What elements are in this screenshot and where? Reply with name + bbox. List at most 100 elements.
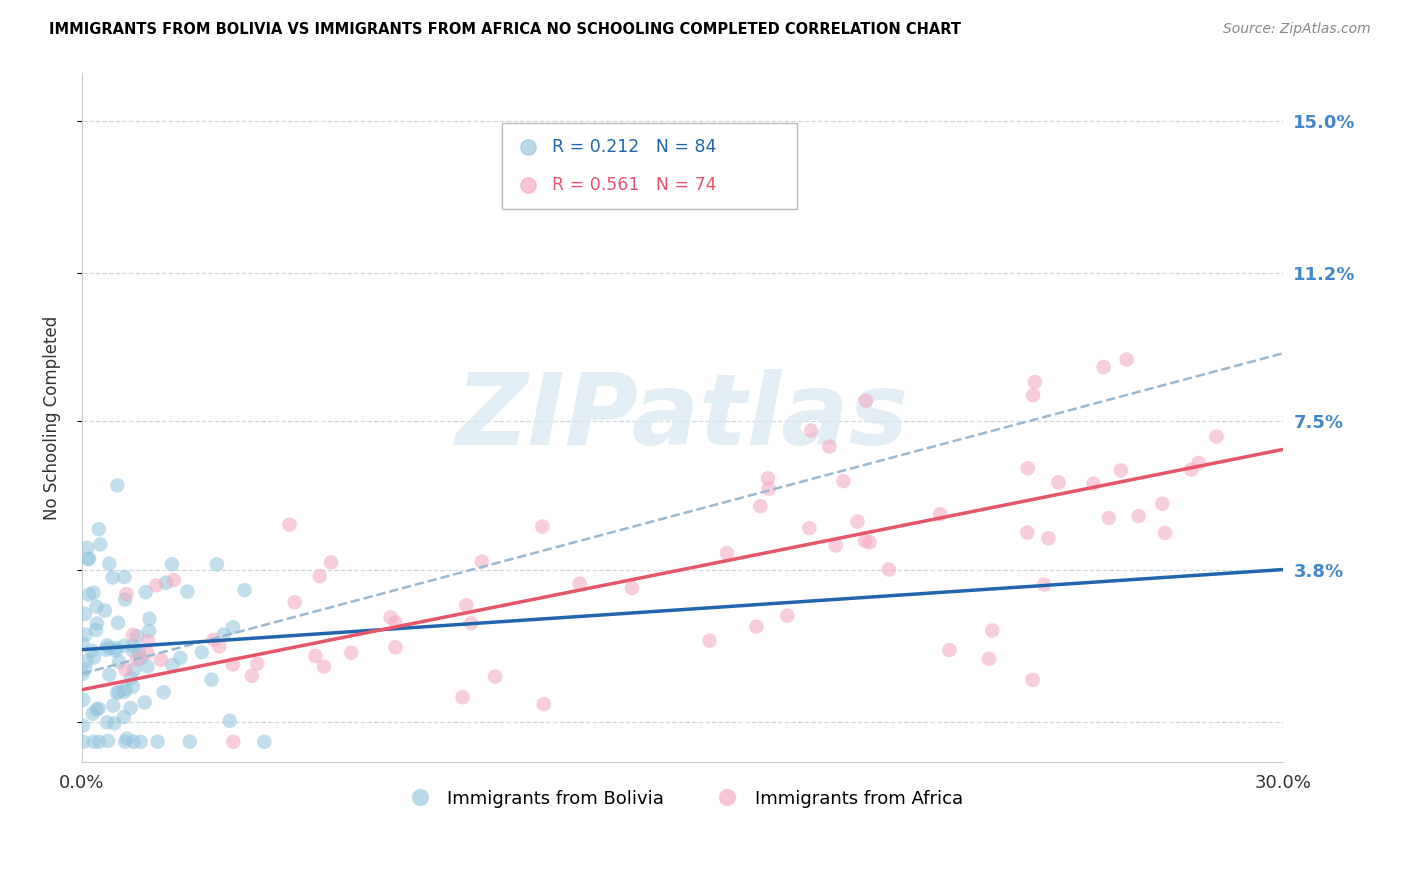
Point xyxy=(87,735,110,749)
Point xyxy=(72,636,94,650)
Point xyxy=(716,546,738,560)
Point xyxy=(89,537,111,551)
Point xyxy=(1024,375,1046,389)
FancyBboxPatch shape xyxy=(502,122,797,209)
Point xyxy=(128,644,150,658)
Point xyxy=(568,576,591,591)
Point xyxy=(77,588,100,602)
Point xyxy=(122,628,145,642)
Point xyxy=(1021,673,1043,687)
Point xyxy=(104,644,127,658)
Point xyxy=(114,682,136,697)
Point xyxy=(112,710,135,724)
Point xyxy=(380,610,402,624)
Point xyxy=(127,629,149,643)
Point xyxy=(98,667,121,681)
Point xyxy=(136,634,159,648)
Point xyxy=(105,478,128,492)
Point xyxy=(319,555,342,569)
Point xyxy=(745,620,768,634)
Text: ZIPatlas: ZIPatlas xyxy=(456,369,910,466)
Point xyxy=(1038,531,1060,545)
Point xyxy=(155,575,177,590)
Point xyxy=(929,507,952,521)
Point xyxy=(853,533,876,548)
Point xyxy=(107,685,129,699)
Point xyxy=(134,695,156,709)
Point xyxy=(129,651,152,665)
Point xyxy=(202,632,225,647)
Point xyxy=(284,595,307,609)
Text: R = 0.561   N = 74: R = 0.561 N = 74 xyxy=(551,177,716,194)
Point xyxy=(86,599,108,614)
Point xyxy=(981,624,1004,638)
Point xyxy=(122,639,145,653)
Point xyxy=(312,659,335,673)
Point xyxy=(222,735,245,749)
Point xyxy=(176,584,198,599)
Point xyxy=(200,673,222,687)
Point xyxy=(179,735,201,749)
Point xyxy=(86,616,108,631)
Point xyxy=(83,735,105,749)
Point xyxy=(938,643,960,657)
Point xyxy=(533,697,555,711)
Point xyxy=(253,735,276,749)
Point xyxy=(101,698,124,713)
Point xyxy=(114,735,136,749)
Point xyxy=(776,608,799,623)
Point xyxy=(114,570,136,584)
Point xyxy=(1017,461,1039,475)
Point xyxy=(112,639,135,653)
Point xyxy=(384,640,406,655)
Point xyxy=(160,557,183,571)
Point xyxy=(120,671,142,685)
Y-axis label: No Schooling Completed: No Schooling Completed xyxy=(44,315,60,519)
Point xyxy=(832,474,855,488)
Point xyxy=(98,641,121,656)
Point xyxy=(218,714,240,728)
Point xyxy=(1098,511,1121,525)
Point xyxy=(114,663,136,677)
Point xyxy=(76,541,98,555)
Point xyxy=(94,603,117,617)
Point xyxy=(340,646,363,660)
Point xyxy=(278,517,301,532)
Point xyxy=(105,686,128,700)
Point xyxy=(1115,352,1137,367)
Point xyxy=(72,718,94,732)
Point xyxy=(1022,388,1045,402)
Point xyxy=(756,471,779,485)
Point xyxy=(1047,475,1070,490)
Point xyxy=(87,701,110,715)
Point xyxy=(240,669,263,683)
Point xyxy=(162,658,184,673)
Point xyxy=(75,627,97,641)
Point xyxy=(122,663,145,677)
Point xyxy=(877,563,900,577)
Point xyxy=(108,655,131,669)
Point xyxy=(122,644,145,658)
Point xyxy=(222,657,245,672)
Point xyxy=(1083,476,1105,491)
Point xyxy=(122,680,145,694)
Text: R = 0.212   N = 84: R = 0.212 N = 84 xyxy=(551,138,716,156)
Point xyxy=(138,612,160,626)
Point xyxy=(222,620,245,634)
Point xyxy=(72,735,94,749)
Point xyxy=(77,552,100,566)
Point xyxy=(163,573,186,587)
Point xyxy=(72,667,94,681)
Point xyxy=(233,583,256,598)
Point xyxy=(1180,463,1202,477)
Point xyxy=(1092,360,1115,375)
Point xyxy=(84,623,107,637)
Point xyxy=(87,522,110,536)
Point xyxy=(1017,525,1039,540)
Point xyxy=(484,670,506,684)
Text: Source: ZipAtlas.com: Source: ZipAtlas.com xyxy=(1223,22,1371,37)
Point xyxy=(138,624,160,638)
Point xyxy=(620,581,643,595)
Point xyxy=(115,731,138,746)
Point xyxy=(384,615,406,630)
